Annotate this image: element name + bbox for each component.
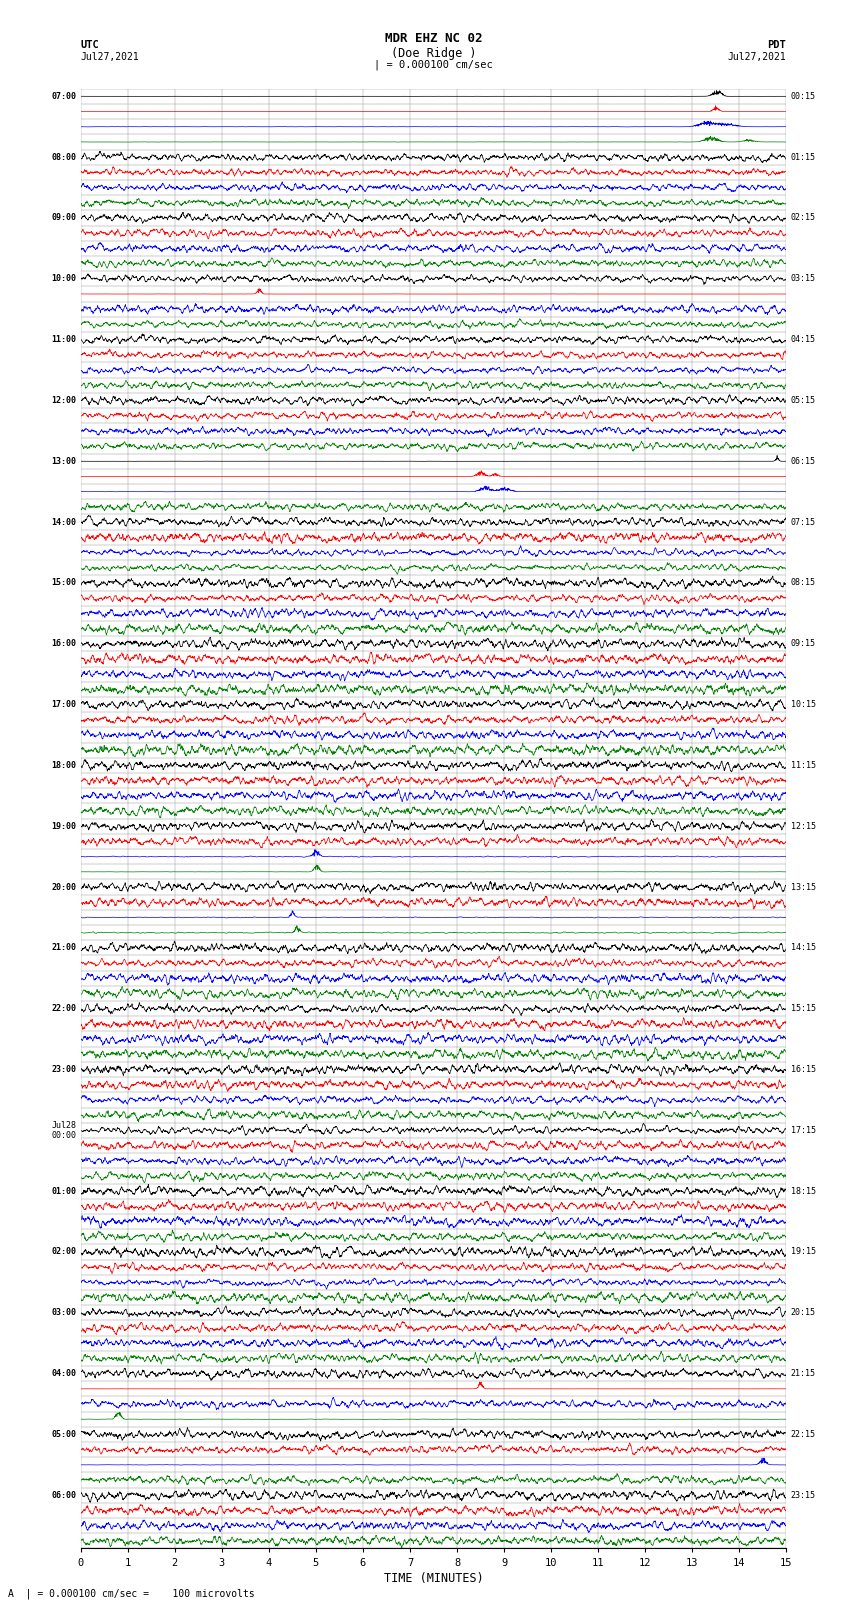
Text: 21:15: 21:15 (790, 1369, 815, 1378)
Text: 09:00: 09:00 (52, 213, 76, 223)
Text: 03:15: 03:15 (790, 274, 815, 284)
Text: 18:00: 18:00 (52, 761, 76, 769)
Text: 18:15: 18:15 (790, 1187, 815, 1195)
Text: PDT: PDT (768, 40, 786, 50)
Text: 02:15: 02:15 (790, 213, 815, 223)
Text: 13:00: 13:00 (52, 456, 76, 466)
Text: 17:00: 17:00 (52, 700, 76, 710)
Text: 01:15: 01:15 (790, 153, 815, 161)
Text: 16:15: 16:15 (790, 1065, 815, 1074)
Text: 05:00: 05:00 (52, 1431, 76, 1439)
Text: 04:00: 04:00 (52, 1369, 76, 1378)
Text: 10:00: 10:00 (52, 274, 76, 284)
Text: 22:00: 22:00 (52, 1005, 76, 1013)
Text: 00:00: 00:00 (52, 1131, 76, 1140)
Text: 02:00: 02:00 (52, 1247, 76, 1257)
Text: 17:15: 17:15 (790, 1126, 815, 1136)
Text: Jul28: Jul28 (52, 1121, 76, 1131)
Text: A  | = 0.000100 cm/sec =    100 microvolts: A | = 0.000100 cm/sec = 100 microvolts (8, 1589, 255, 1598)
Text: 04:15: 04:15 (790, 336, 815, 344)
Text: 11:15: 11:15 (790, 761, 815, 769)
Text: 12:00: 12:00 (52, 395, 76, 405)
Text: 09:15: 09:15 (790, 639, 815, 648)
Text: | = 0.000100 cm/sec: | = 0.000100 cm/sec (374, 60, 493, 71)
Text: 12:15: 12:15 (790, 821, 815, 831)
Text: 03:00: 03:00 (52, 1308, 76, 1318)
Text: 21:00: 21:00 (52, 944, 76, 952)
Text: MDR EHZ NC 02: MDR EHZ NC 02 (385, 32, 482, 45)
Text: Jul27,2021: Jul27,2021 (81, 52, 139, 61)
Text: 14:15: 14:15 (790, 944, 815, 952)
Text: 14:00: 14:00 (52, 518, 76, 526)
Text: 08:15: 08:15 (790, 579, 815, 587)
Text: 20:15: 20:15 (790, 1308, 815, 1318)
Text: 08:00: 08:00 (52, 153, 76, 161)
Text: (Doe Ridge ): (Doe Ridge ) (391, 47, 476, 60)
Text: 07:15: 07:15 (790, 518, 815, 526)
Text: 13:15: 13:15 (790, 882, 815, 892)
Text: 20:00: 20:00 (52, 882, 76, 892)
Text: 11:00: 11:00 (52, 336, 76, 344)
Text: 07:00: 07:00 (52, 92, 76, 102)
Text: 05:15: 05:15 (790, 395, 815, 405)
Text: 15:15: 15:15 (790, 1005, 815, 1013)
Text: 06:15: 06:15 (790, 456, 815, 466)
Text: 19:00: 19:00 (52, 821, 76, 831)
Text: 15:00: 15:00 (52, 579, 76, 587)
Text: 23:15: 23:15 (790, 1490, 815, 1500)
Text: 01:00: 01:00 (52, 1187, 76, 1195)
Text: Jul27,2021: Jul27,2021 (728, 52, 786, 61)
Text: 00:15: 00:15 (790, 92, 815, 102)
Text: 23:00: 23:00 (52, 1065, 76, 1074)
Text: 06:00: 06:00 (52, 1490, 76, 1500)
Text: UTC: UTC (81, 40, 99, 50)
Text: 16:00: 16:00 (52, 639, 76, 648)
Text: 22:15: 22:15 (790, 1431, 815, 1439)
Text: 10:15: 10:15 (790, 700, 815, 710)
Text: 19:15: 19:15 (790, 1247, 815, 1257)
X-axis label: TIME (MINUTES): TIME (MINUTES) (383, 1571, 484, 1584)
